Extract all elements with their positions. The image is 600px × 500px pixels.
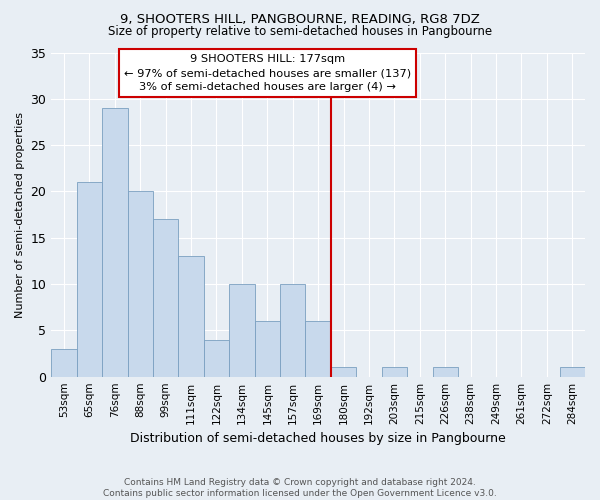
Bar [229,284,254,376]
Y-axis label: Number of semi-detached properties: Number of semi-detached properties [15,112,25,318]
Text: Contains HM Land Registry data © Crown copyright and database right 2024.
Contai: Contains HM Land Registry data © Crown c… [103,478,497,498]
Bar [305,321,331,376]
Bar [560,368,585,376]
Text: 9 SHOOTERS HILL: 177sqm
← 97% of semi-detached houses are smaller (137)
3% of se: 9 SHOOTERS HILL: 177sqm ← 97% of semi-de… [124,54,411,92]
Bar [128,192,153,376]
Bar [77,182,102,376]
Bar [178,256,204,376]
Bar [254,321,280,376]
Bar [433,368,458,376]
Bar [280,284,305,376]
X-axis label: Distribution of semi-detached houses by size in Pangbourne: Distribution of semi-detached houses by … [130,432,506,445]
Text: 9, SHOOTERS HILL, PANGBOURNE, READING, RG8 7DZ: 9, SHOOTERS HILL, PANGBOURNE, READING, R… [120,12,480,26]
Bar [102,108,128,376]
Bar [204,340,229,376]
Bar [331,368,356,376]
Text: Size of property relative to semi-detached houses in Pangbourne: Size of property relative to semi-detach… [108,25,492,38]
Bar [153,219,178,376]
Bar [382,368,407,376]
Bar [51,349,77,376]
